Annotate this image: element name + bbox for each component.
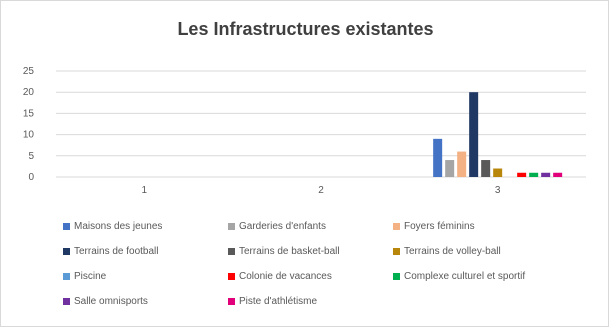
bar xyxy=(433,138,443,177)
legend-label: Piste d'athlétisme xyxy=(239,295,318,307)
bar xyxy=(481,160,491,177)
y-tick-label: 25 xyxy=(23,66,35,77)
legend-label: Complexe culturel et sportif xyxy=(404,270,526,282)
bar xyxy=(529,172,539,177)
legend-item: Colonie de vacances xyxy=(228,269,332,283)
legend-item: Salle omnisports xyxy=(63,294,148,308)
y-tick-label: 5 xyxy=(28,151,34,162)
bar xyxy=(493,168,503,177)
legend-item: Terrains de volley-ball xyxy=(393,244,501,258)
y-tick-label: 10 xyxy=(23,130,35,141)
legend-item: Terrains de football xyxy=(63,244,159,258)
legend-label: Piscine xyxy=(74,270,107,282)
legend-swatch xyxy=(393,272,400,280)
legend-swatch xyxy=(63,272,70,280)
legend-label: Terrains de football xyxy=(74,245,159,257)
legend-swatch xyxy=(63,247,70,255)
legend-swatch xyxy=(63,222,70,230)
x-tick-label: 1 xyxy=(142,185,148,196)
legend-swatch xyxy=(228,297,235,305)
y-tick-label: 20 xyxy=(23,87,35,98)
bar xyxy=(553,172,563,177)
bar xyxy=(469,92,479,177)
legend-item: Complexe culturel et sportif xyxy=(393,269,525,283)
legend-swatch xyxy=(228,272,235,280)
legend-swatch xyxy=(63,297,70,305)
legend-swatch xyxy=(228,222,235,230)
bar xyxy=(517,172,527,177)
legend-item: Piscine xyxy=(63,269,106,283)
y-tick-label: 0 xyxy=(28,172,34,183)
bar xyxy=(445,160,455,177)
legend-item: Piste d'athlétisme xyxy=(228,294,317,308)
x-tick-label: 2 xyxy=(318,185,324,196)
legend-label: Salle omnisports xyxy=(74,295,148,307)
y-tick-label: 15 xyxy=(23,108,35,119)
legend-label: Colonie de vacances xyxy=(239,270,332,282)
legend-label: Terrains de volley-ball xyxy=(404,245,501,257)
legend-swatch xyxy=(393,247,400,255)
bar xyxy=(457,151,467,177)
legend-label: Foyers féminins xyxy=(404,220,475,232)
legend-label: Garderies d'enfants xyxy=(239,220,326,232)
legend-label: Terrains de basket-ball xyxy=(239,245,340,257)
legend-swatch xyxy=(228,247,235,255)
legend-label: Maisons des jeunes xyxy=(74,220,163,232)
chart-title: Les Infrastructures existantes xyxy=(177,19,434,39)
legend-item: Maisons des jeunes xyxy=(63,219,162,233)
legend-swatch xyxy=(393,222,400,230)
bar xyxy=(541,172,551,177)
legend-item: Garderies d'enfants xyxy=(228,219,326,233)
x-tick-label: 3 xyxy=(495,185,501,196)
chart-legend: Maisons des jeunes Garderies d'enfants Foy… xyxy=(63,219,583,323)
legend-item: Foyers féminins xyxy=(393,219,475,233)
legend-item: Terrains de basket-ball xyxy=(228,244,340,258)
